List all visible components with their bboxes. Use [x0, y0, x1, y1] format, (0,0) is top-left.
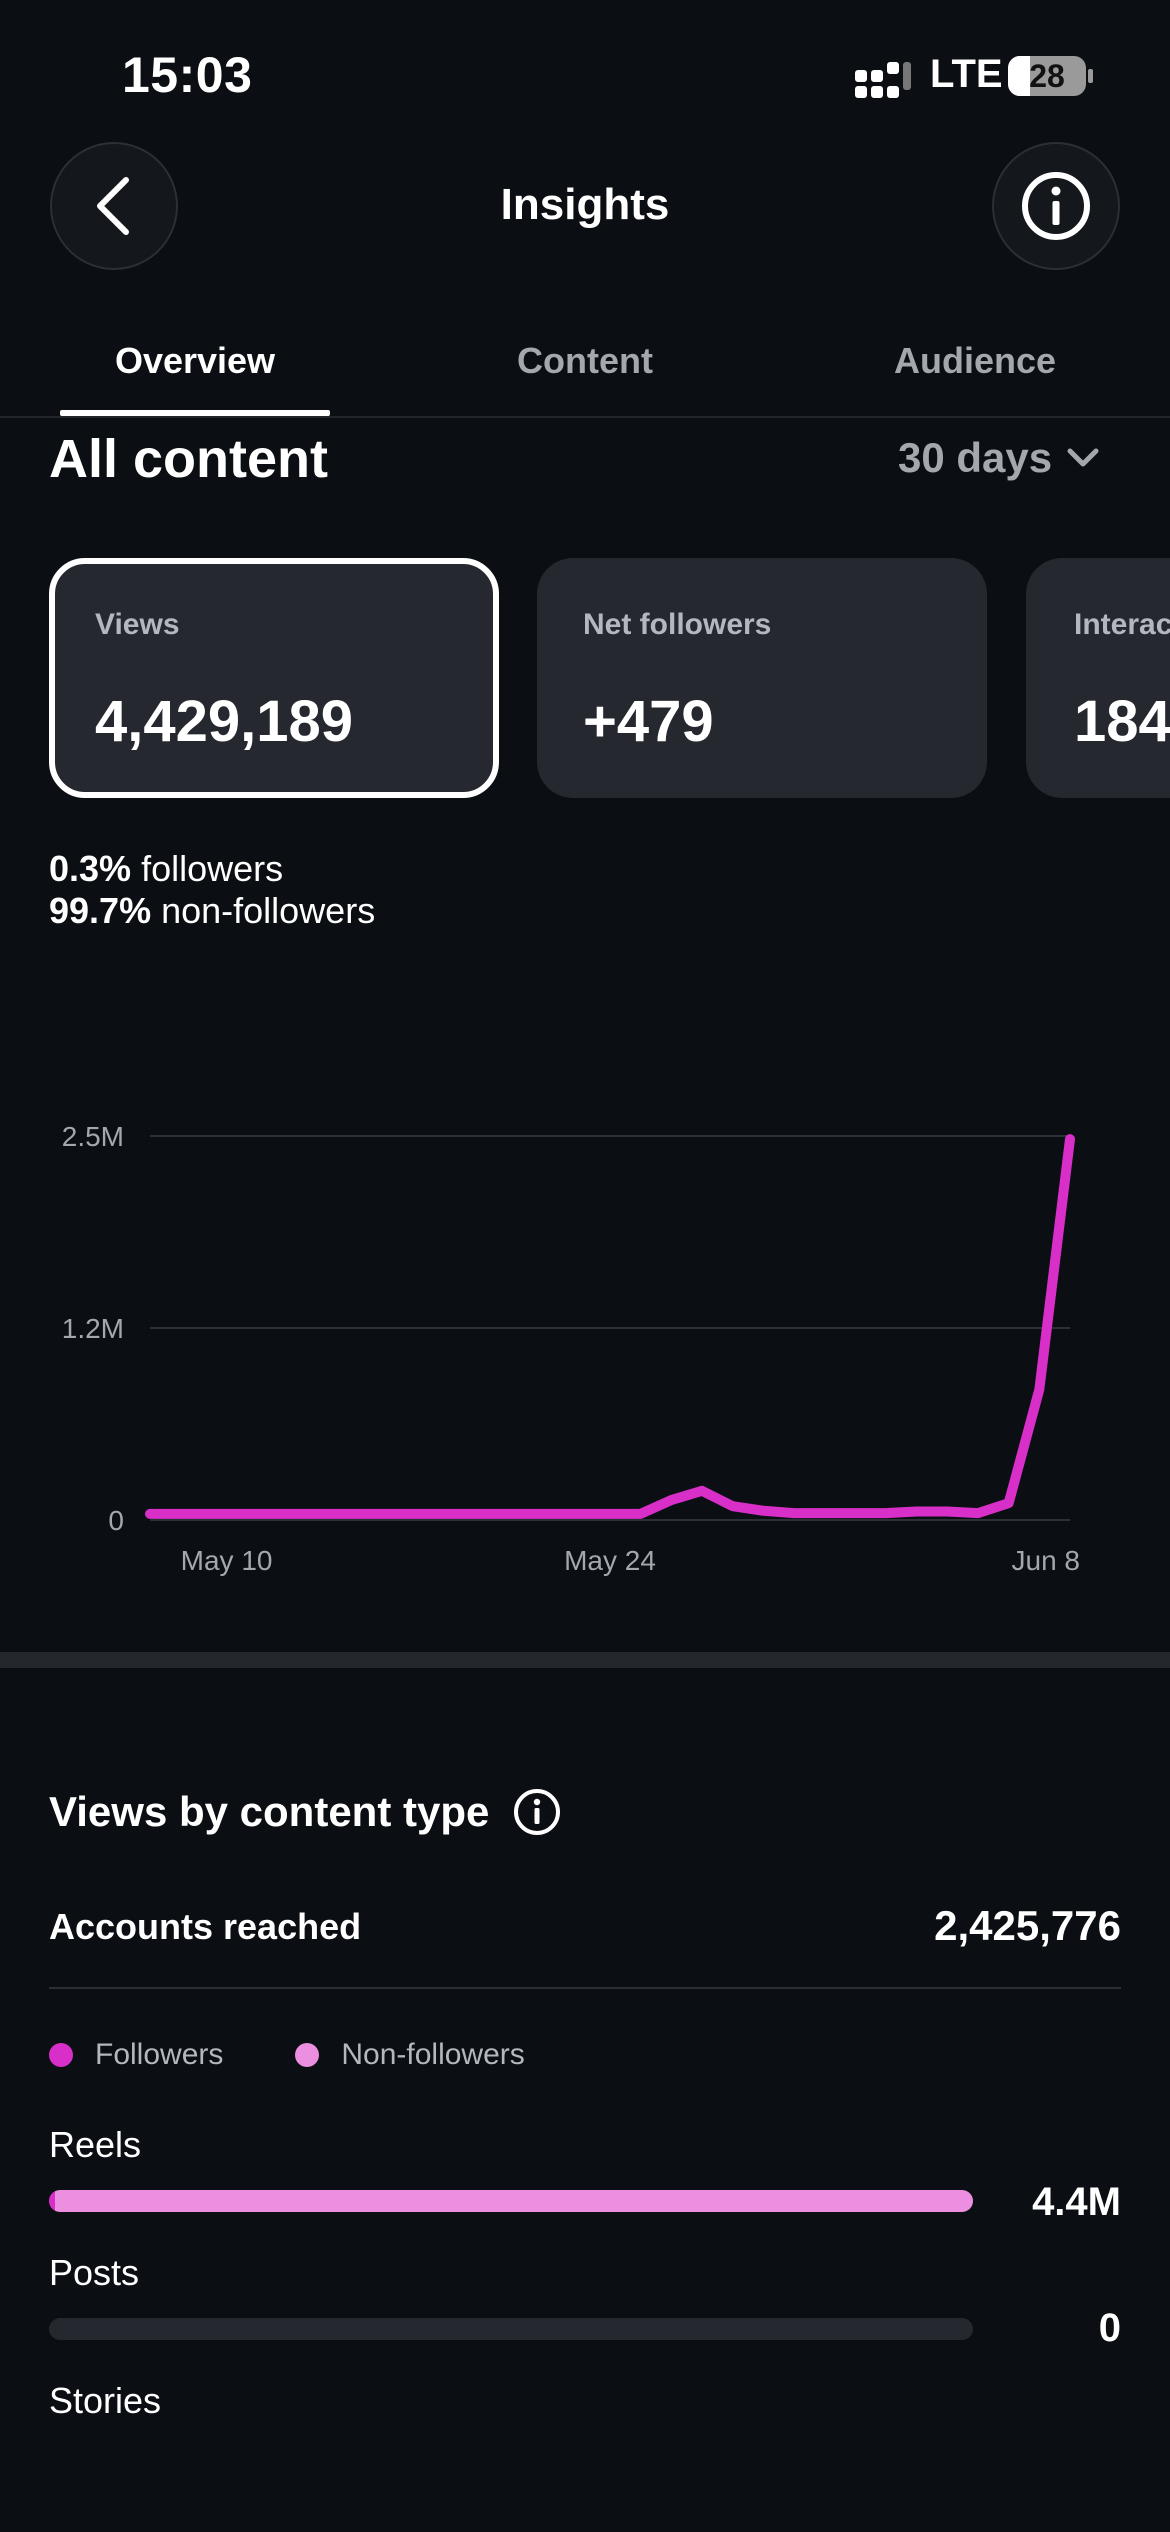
non-followers-bar-segment	[55, 2190, 973, 2212]
y-tick-label: 2.5M	[62, 1121, 124, 1152]
followers-percent: 0.3%	[49, 848, 131, 889]
posts-bar	[49, 2318, 973, 2340]
row-label-posts: Posts	[49, 2252, 139, 2294]
info-icon[interactable]	[513, 1788, 561, 1836]
legend-label: Followers	[95, 2038, 223, 2072]
x-tick-label: May 10	[181, 1545, 273, 1576]
views-line-chart: 2.5M 1.2M 0 May 10 May 24 Jun 8	[0, 1080, 1170, 1600]
date-range-dropdown[interactable]: 30 days	[898, 434, 1100, 482]
tab-audience[interactable]: Audience	[780, 340, 1170, 382]
row-label-reels: Reels	[49, 2124, 141, 2166]
metric-card-net-followers[interactable]: Net followers +479	[537, 558, 987, 798]
battery-level: 28	[1008, 58, 1086, 95]
non-followers-percent: 99.7%	[49, 890, 151, 931]
metric-label: Net followers	[583, 608, 771, 642]
y-tick-label: 1.2M	[62, 1313, 124, 1344]
metric-label: Interac	[1074, 608, 1170, 642]
non-followers-share-label: non-followers	[161, 890, 375, 931]
x-tick-label: Jun 8	[1012, 1545, 1081, 1576]
metric-value: +479	[583, 688, 714, 755]
accounts-reached-value: 2,425,776	[934, 1902, 1121, 1950]
followers-share: 0.3% followers	[49, 848, 283, 890]
non-followers-share: 99.7% non-followers	[49, 890, 375, 932]
row-value-reels: 4.4M	[1032, 2180, 1121, 2225]
views-by-type-heading: Views by content type	[49, 1788, 561, 1836]
metric-card-views[interactable]: Views 4,429,189	[49, 558, 499, 798]
info-button[interactable]	[992, 142, 1120, 270]
network-type: LTE	[930, 52, 1003, 97]
views-by-type-title: Views by content type	[49, 1788, 489, 1836]
accounts-reached-label: Accounts reached	[49, 1906, 361, 1948]
reels-bar	[49, 2190, 973, 2212]
legend-label: Non-followers	[341, 2038, 524, 2072]
section-title: All content	[49, 428, 328, 490]
metric-card-interactions[interactable]: Interac 184	[1026, 558, 1170, 798]
metric-label: Views	[95, 608, 180, 642]
info-icon	[1020, 170, 1092, 242]
chart-legend: Followers Non-followers	[49, 2038, 597, 2072]
battery-icon: 28	[1008, 56, 1086, 96]
views-series-line	[150, 1139, 1070, 1514]
x-tick-label: May 24	[564, 1545, 656, 1576]
legend-dot	[49, 2043, 73, 2067]
tabs-divider	[0, 416, 1170, 418]
legend-non-followers: Non-followers	[295, 2038, 524, 2072]
section-separator	[0, 1652, 1170, 1668]
metric-value: 184	[1074, 688, 1170, 755]
divider	[49, 1987, 1121, 1989]
status-time: 15:03	[122, 46, 252, 104]
chevron-down-icon	[1066, 447, 1100, 469]
row-value-posts: 0	[1099, 2306, 1121, 2351]
row-label-stories: Stories	[49, 2380, 161, 2422]
legend-followers: Followers	[49, 2038, 223, 2072]
legend-dot	[295, 2043, 319, 2067]
y-tick-label: 0	[108, 1505, 124, 1536]
followers-share-label: followers	[141, 848, 283, 889]
metric-value: 4,429,189	[95, 688, 353, 755]
tab-content[interactable]: Content	[390, 340, 780, 382]
signal-icon	[855, 62, 915, 98]
battery-tip	[1088, 69, 1093, 83]
tab-overview[interactable]: Overview	[0, 340, 390, 382]
date-range-label: 30 days	[898, 434, 1052, 482]
